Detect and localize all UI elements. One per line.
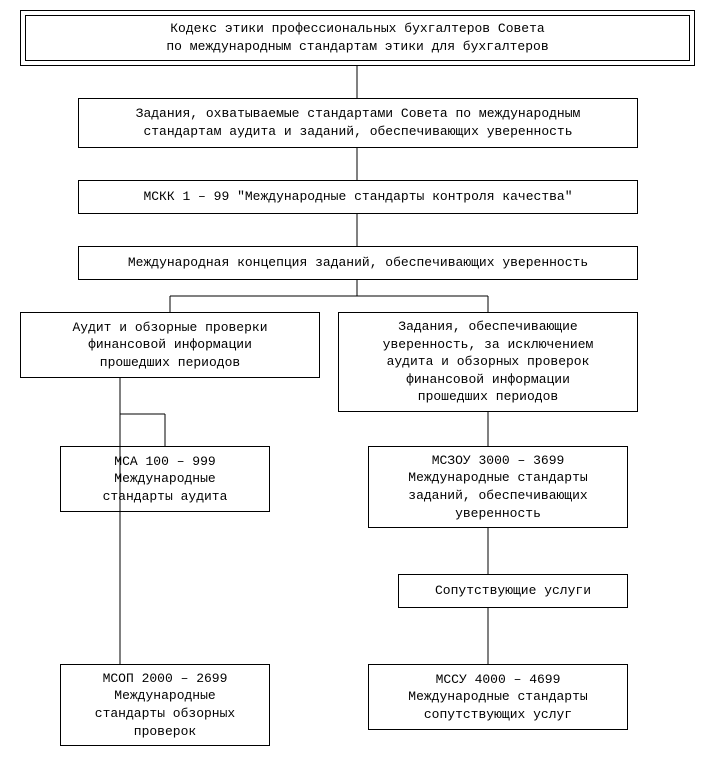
node-isqc: МСКК 1 – 99 "Международные стандарты кон… — [78, 180, 638, 214]
node-isrs-text: МССУ 4000 – 4699Международные стандартыс… — [408, 671, 587, 724]
node-isa: МСА 100 – 999Международныестандарты ауди… — [60, 446, 270, 512]
node-isae: МСЗОУ 3000 – 3699Международные стандарты… — [368, 446, 628, 528]
node-intl-concept-text: Международная концепция заданий, обеспеч… — [128, 254, 588, 272]
node-intl-concept: Международная концепция заданий, обеспеч… — [78, 246, 638, 280]
node-isqc-text: МСКК 1 – 99 "Международные стандарты кон… — [143, 188, 572, 206]
node-assurance-ex-audit: Задания, обеспечивающиеуверенность, за и… — [338, 312, 638, 412]
node-ethics-code: Кодекс этики профессиональных бухгалтеро… — [20, 10, 695, 66]
node-audit-review-text: Аудит и обзорные проверкифинансовой инфо… — [72, 319, 267, 372]
node-audit-review: Аудит и обзорные проверкифинансовой инфо… — [20, 312, 320, 378]
node-related-services: Сопутствующие услуги — [398, 574, 628, 608]
node-assurance-ex-audit-text: Задания, обеспечивающиеуверенность, за и… — [383, 318, 594, 406]
node-isae-text: МСЗОУ 3000 – 3699Международные стандарты… — [408, 452, 587, 522]
node-related-services-text: Сопутствующие услуги — [435, 582, 591, 600]
node-isa-text: МСА 100 – 999Международныестандарты ауди… — [103, 453, 228, 506]
node-isre-text: МСОП 2000 – 2699Международныестандарты о… — [95, 670, 235, 740]
node-isrs: МССУ 4000 – 4699Международные стандартыс… — [368, 664, 628, 730]
node-isre: МСОП 2000 – 2699Международныестандарты о… — [60, 664, 270, 746]
node-ethics-code-text: Кодекс этики профессиональных бухгалтеро… — [166, 20, 548, 55]
node-assignments-covered: Задания, охватываемые стандартами Совета… — [78, 98, 638, 148]
node-assignments-covered-text: Задания, охватываемые стандартами Совета… — [136, 105, 581, 140]
node-ethics-code-inner: Кодекс этики профессиональных бухгалтеро… — [25, 15, 690, 61]
